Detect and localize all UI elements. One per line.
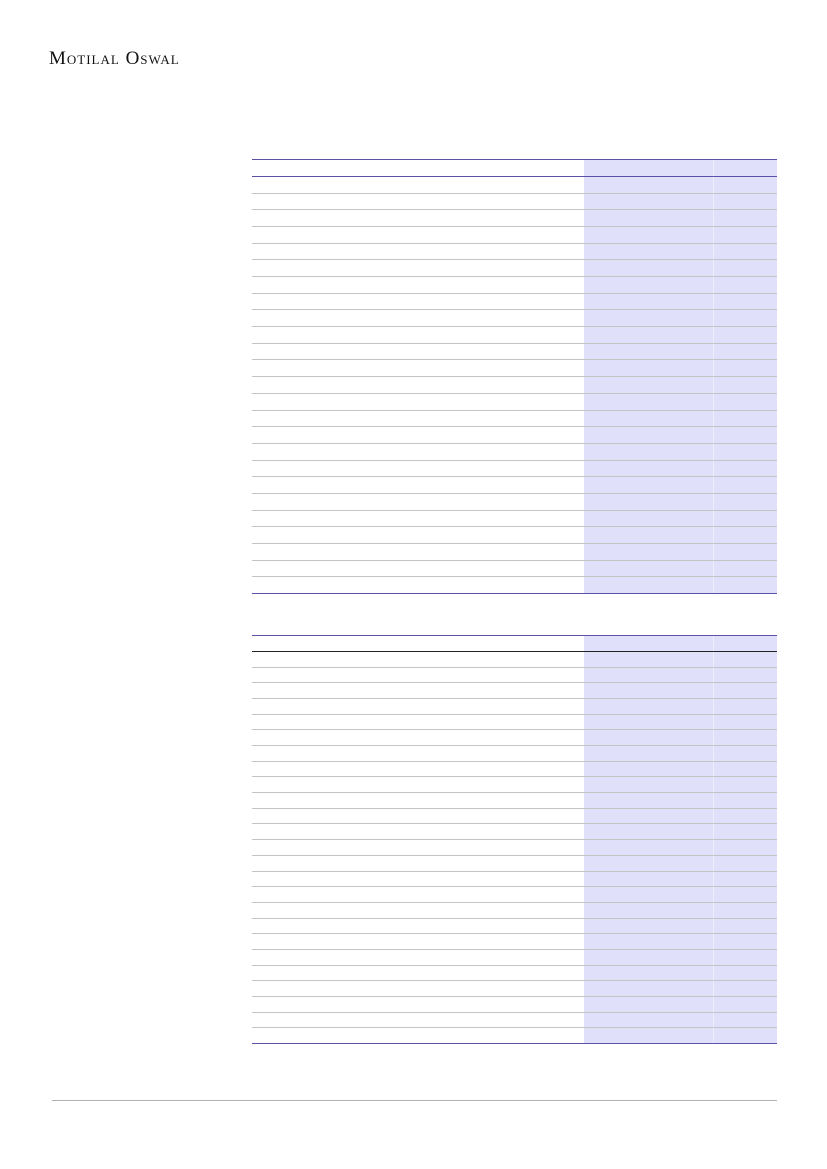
row-rule (252, 226, 777, 227)
table-bottom-rule (252, 593, 777, 594)
table-top-rule (252, 635, 777, 636)
row-rule (252, 476, 777, 477)
row-rule (252, 309, 777, 310)
row-rule (252, 443, 777, 444)
row-rule (252, 776, 777, 777)
row-rule (252, 343, 777, 344)
footer-divider (52, 1100, 777, 1101)
row-rule (252, 326, 777, 327)
row-rule (252, 918, 777, 919)
header-rule (252, 651, 777, 652)
company-logo: Motilal Oswal (49, 48, 180, 69)
row-rule (252, 949, 777, 950)
row-rule (252, 560, 777, 561)
row-rule (252, 792, 777, 793)
row-rule (252, 426, 777, 427)
row-rule (252, 1012, 777, 1013)
row-rule (252, 980, 777, 981)
table-top-rule (252, 159, 777, 160)
table-1 (252, 159, 777, 594)
row-rule (252, 1027, 777, 1028)
row-rule (252, 855, 777, 856)
row-rule (252, 209, 777, 210)
row-rule (252, 276, 777, 277)
row-rule (252, 460, 777, 461)
row-rule (252, 682, 777, 683)
row-rule (252, 729, 777, 730)
row-rule (252, 410, 777, 411)
row-rule (252, 393, 777, 394)
row-rule (252, 376, 777, 377)
row-rule (252, 761, 777, 762)
row-rule (252, 259, 777, 260)
row-rule (252, 965, 777, 966)
row-rule (252, 576, 777, 577)
row-rule (252, 526, 777, 527)
row-rule (252, 243, 777, 244)
row-rule (252, 698, 777, 699)
row-rule (252, 667, 777, 668)
row-rule (252, 745, 777, 746)
row-rule (252, 359, 777, 360)
row-rule (252, 193, 777, 194)
row-rule (252, 510, 777, 511)
row-rule (252, 714, 777, 715)
row-rule (252, 293, 777, 294)
row-rule (252, 933, 777, 934)
row-rule (252, 543, 777, 544)
row-rule (252, 871, 777, 872)
header-rule (252, 176, 777, 177)
row-rule (252, 886, 777, 887)
row-rule (252, 493, 777, 494)
table-2 (252, 635, 777, 1044)
row-rule (252, 902, 777, 903)
row-rule (252, 996, 777, 997)
row-rule (252, 839, 777, 840)
table-bottom-rule (252, 1043, 777, 1044)
row-rule (252, 823, 777, 824)
row-rule (252, 808, 777, 809)
